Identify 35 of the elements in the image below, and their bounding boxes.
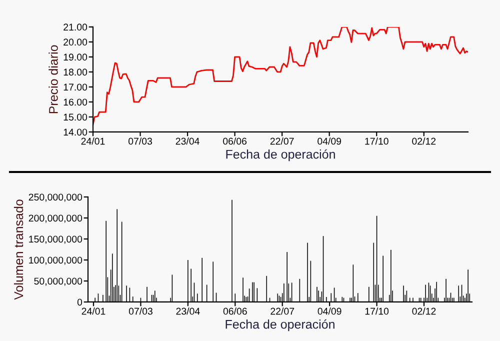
y-tick-label: 150,000,000 [29,236,82,244]
x-tick-label: 06/06 [223,138,247,145]
y-tick-label: 250,000,000 [28,194,82,202]
y-tick-label: 50,000,000 [34,278,82,286]
y-tick-label: 17.00 [64,84,88,91]
x-tick-label: 07/03 [128,138,152,145]
x-tick-label: 24/01 [82,308,106,315]
x-tick-label: 22/07 [270,138,294,145]
y-tick-label: 14.00 [64,128,88,136]
line-series [93,26,468,126]
y-tick-label: 21.00 [64,24,88,31]
y-tick-label: 100,000,000 [29,256,82,265]
x-tick-label: 04/09 [318,138,342,145]
y-tick-label: 19.00 [64,54,88,61]
y-tick-label: 15.00 [64,114,88,121]
x-tick-label: 22/07 [270,308,294,315]
x-tick-label: 06/06 [223,308,247,315]
x-tick-label: 24/01 [81,138,105,145]
x-tick-label: 04/09 [318,308,342,315]
x-tick-label: 02/12 [412,308,436,315]
y-tick-label: 16.00 [64,98,88,106]
y-tick-label: 18.00 [64,68,88,76]
y-axis-title: Precio diario [48,45,58,114]
x-tick-label: 23/04 [176,308,200,315]
x-axis-title: Fecha de operación [226,319,334,332]
y-axis-title: Volumen transado [14,200,24,300]
x-tick-label: 23/04 [176,138,200,145]
x-tick-label: 02/12 [412,138,436,145]
y-tick-label: 200,000,000 [28,214,82,223]
y-tick-label: 0 [77,298,82,306]
y-tick-label: 20.00 [64,38,88,46]
x-tick-label: 07/03 [128,308,152,315]
x-tick-label: 17/10 [365,138,388,145]
x-tick-label: 17/10 [365,308,389,315]
x-axis-title: Fecha de operación [226,149,335,162]
